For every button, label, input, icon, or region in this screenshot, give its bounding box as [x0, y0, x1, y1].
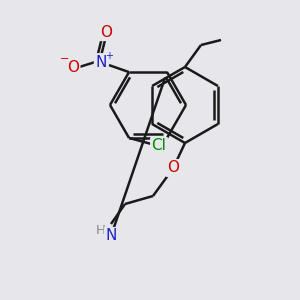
Text: N: N — [105, 229, 117, 244]
Text: O: O — [100, 25, 112, 40]
Text: Cl: Cl — [152, 138, 166, 153]
Text: +: + — [105, 51, 113, 61]
Text: O: O — [67, 60, 79, 75]
Text: N: N — [95, 55, 107, 70]
Text: O: O — [167, 160, 179, 175]
Text: −: − — [60, 54, 70, 64]
Text: H: H — [96, 224, 106, 236]
